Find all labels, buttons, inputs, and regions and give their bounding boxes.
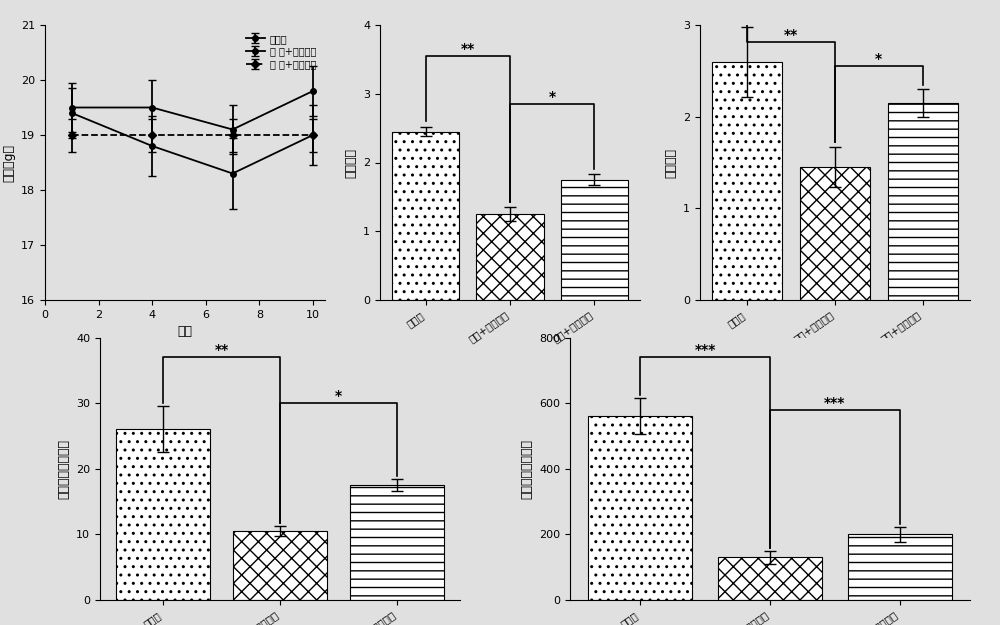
Bar xyxy=(392,131,459,300)
Bar xyxy=(588,416,692,600)
Bar xyxy=(800,167,870,300)
Y-axis label: 胸腺指数: 胸腺指数 xyxy=(345,148,358,178)
Legend: 对照组, 照 射+生理盐水, 照 射+组合给药: 对照组, 照 射+生理盐水, 照 射+组合给药 xyxy=(242,30,320,74)
Bar xyxy=(116,429,210,600)
Bar xyxy=(476,214,544,300)
Text: ***: *** xyxy=(694,343,716,357)
Text: **: ** xyxy=(461,42,475,56)
Text: **: ** xyxy=(784,28,798,41)
Text: *: * xyxy=(875,52,882,66)
X-axis label: 天数: 天数 xyxy=(178,325,192,338)
Bar xyxy=(233,531,327,600)
Y-axis label: 脾脏指数: 脾脏指数 xyxy=(665,148,678,178)
Text: **: ** xyxy=(214,343,229,357)
Text: *: * xyxy=(335,389,342,403)
Bar xyxy=(350,485,444,600)
Y-axis label: 体重（g）: 体重（g） xyxy=(3,144,16,181)
Bar xyxy=(712,62,782,300)
Bar xyxy=(718,558,822,600)
Text: *: * xyxy=(549,90,556,104)
Bar xyxy=(561,180,628,300)
Text: ***: *** xyxy=(824,396,846,410)
Bar xyxy=(848,534,952,600)
Y-axis label: 粒细胞集落形成数: 粒细胞集落形成数 xyxy=(521,439,534,499)
Y-axis label: 骨髓单个核细胞数: 骨髓单个核细胞数 xyxy=(58,439,71,499)
Bar xyxy=(888,103,958,300)
